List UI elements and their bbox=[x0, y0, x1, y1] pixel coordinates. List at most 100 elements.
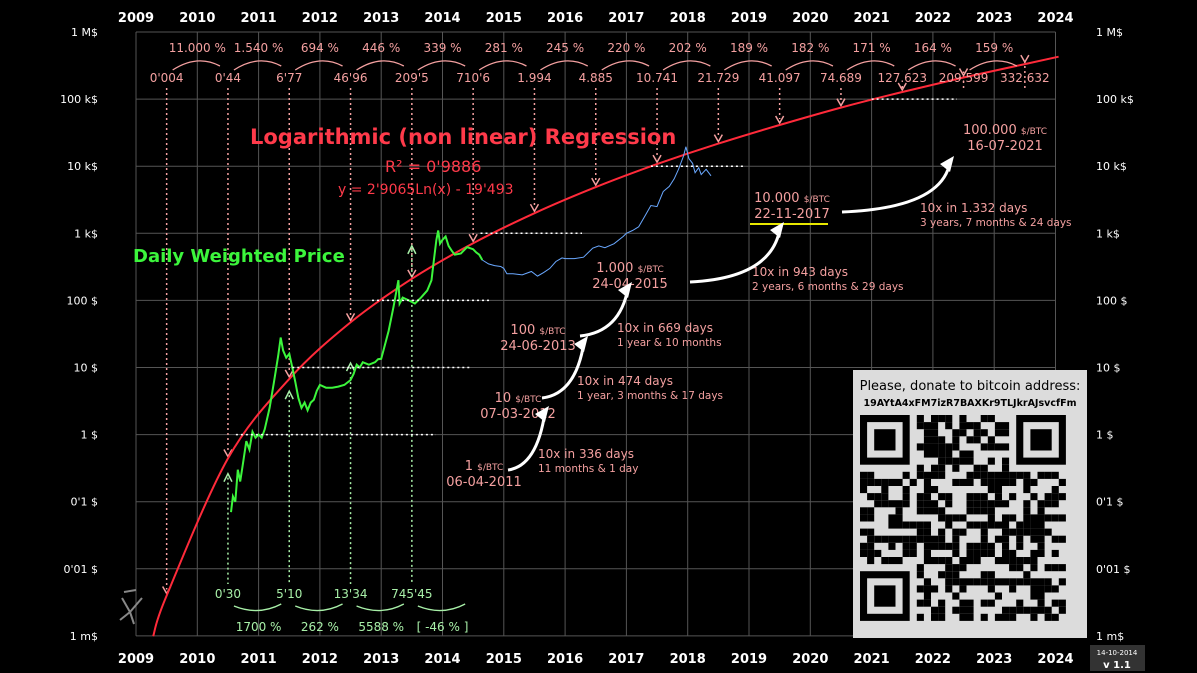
qr-module bbox=[987, 436, 995, 444]
milestone-unit: $/BTC bbox=[515, 395, 541, 405]
qr-module bbox=[888, 514, 896, 522]
qr-module bbox=[994, 443, 1002, 451]
qr-module bbox=[945, 585, 953, 593]
qr-module bbox=[923, 528, 931, 536]
qr-module bbox=[888, 542, 896, 550]
qr-module bbox=[916, 471, 924, 479]
qr-module bbox=[959, 578, 967, 586]
qr-module bbox=[938, 450, 946, 458]
qr-module bbox=[1002, 528, 1010, 536]
qr-module bbox=[909, 549, 917, 557]
qr-module bbox=[994, 521, 1002, 529]
qr-module bbox=[1044, 564, 1052, 572]
qr-module bbox=[952, 457, 960, 465]
qr-module bbox=[916, 528, 924, 536]
qr-module bbox=[916, 415, 924, 423]
arrow-down-icon bbox=[468, 233, 478, 243]
interval-detail: 2 years, 6 months & 29 days bbox=[752, 281, 904, 293]
milestone-unit: $/BTC bbox=[539, 327, 565, 337]
arrow-head-icon bbox=[574, 336, 588, 352]
regression-curve bbox=[152, 55, 1059, 637]
growth-pct-top: 1.540 % bbox=[234, 41, 284, 55]
qr-module bbox=[966, 500, 974, 508]
arc-arrow-icon bbox=[478, 60, 527, 71]
actual-year-value: 13'34 bbox=[334, 587, 368, 601]
qr-module bbox=[945, 514, 953, 522]
growth-pct-bottom: [ -46 % ] bbox=[417, 620, 469, 634]
actual-year-value: 745'45 bbox=[391, 587, 432, 601]
qr-module bbox=[1016, 535, 1024, 543]
qr-module bbox=[980, 528, 988, 536]
qr-module bbox=[923, 500, 931, 508]
qr-module bbox=[1002, 549, 1010, 557]
qr-module bbox=[923, 535, 931, 543]
qr-module bbox=[938, 535, 946, 543]
qr-module bbox=[909, 521, 917, 529]
qr-module bbox=[860, 471, 868, 479]
qr-module bbox=[931, 436, 939, 444]
growth-pct-top: 446 % bbox=[362, 41, 400, 55]
qr-module bbox=[959, 457, 967, 465]
qr-module bbox=[931, 486, 939, 494]
qr-module bbox=[1009, 549, 1017, 557]
qr-module bbox=[1016, 542, 1024, 550]
qr-module bbox=[1023, 528, 1031, 536]
qr-module bbox=[1016, 521, 1024, 529]
qr-module bbox=[1002, 457, 1010, 465]
qr-module bbox=[980, 613, 988, 621]
arc-arrow-icon bbox=[233, 603, 282, 612]
interval-duration: 10x in 1.332 days bbox=[920, 201, 1027, 215]
qr-module bbox=[980, 549, 988, 557]
regression-year-value: 209.599 bbox=[939, 71, 989, 85]
year-label-bottom: 2015 bbox=[486, 652, 522, 667]
qr-module bbox=[952, 542, 960, 550]
qr-module bbox=[1002, 557, 1010, 565]
qr-module bbox=[1044, 606, 1052, 614]
milestone-price-value: 10 bbox=[495, 391, 516, 406]
interval-duration: 10x in 669 days bbox=[617, 321, 713, 335]
y-tick-label-right: 100 k$ bbox=[1096, 93, 1134, 106]
qr-module bbox=[1044, 500, 1052, 508]
qr-module bbox=[973, 422, 981, 430]
milestone-price: 100.000 $/BTC bbox=[963, 123, 1047, 138]
qr-module bbox=[916, 585, 924, 593]
y-tick-label-right: 0'1 $ bbox=[1096, 496, 1124, 509]
qr-module bbox=[980, 464, 988, 472]
qr-module bbox=[1044, 514, 1052, 522]
qr-module bbox=[888, 521, 896, 529]
qr-module bbox=[1058, 478, 1066, 486]
qr-module bbox=[916, 443, 924, 451]
qr-module bbox=[1009, 514, 1017, 522]
qr-module bbox=[931, 507, 939, 515]
y-tick-label-right: 1 m$ bbox=[1096, 630, 1124, 643]
year-label-bottom: 2019 bbox=[731, 652, 767, 667]
interval-detail: 1 year, 3 months & 17 days bbox=[577, 390, 723, 402]
qr-module bbox=[1044, 471, 1052, 479]
qr-module bbox=[1023, 486, 1031, 494]
qr-module bbox=[1058, 599, 1066, 607]
qr-module bbox=[1037, 606, 1045, 614]
milestone-price: 1.000 $/BTC bbox=[596, 261, 664, 276]
qr-module bbox=[987, 599, 995, 607]
qr-module bbox=[895, 478, 903, 486]
qr-module bbox=[1058, 493, 1066, 501]
qr-module bbox=[945, 422, 953, 430]
qr-module bbox=[987, 578, 995, 586]
qr-module bbox=[902, 500, 910, 508]
qr-module bbox=[945, 557, 953, 565]
qr-module bbox=[881, 500, 889, 508]
qr-module bbox=[952, 478, 960, 486]
growth-pct-bottom: 5588 % bbox=[358, 620, 404, 634]
qr-finder-core bbox=[1030, 429, 1052, 451]
qr-module bbox=[945, 493, 953, 501]
y-tick-label-right: 1 $ bbox=[1096, 429, 1114, 442]
growth-pct-top: 159 % bbox=[975, 41, 1013, 55]
milestone-unit: $/BTC bbox=[638, 265, 664, 275]
qr-module bbox=[923, 578, 931, 586]
arrow-up-icon bbox=[223, 472, 233, 483]
qr-module bbox=[1002, 471, 1010, 479]
year-label-top: 2017 bbox=[608, 11, 644, 26]
qr-module bbox=[994, 486, 1002, 494]
qr-module bbox=[1023, 478, 1031, 486]
qr-module bbox=[966, 507, 974, 515]
